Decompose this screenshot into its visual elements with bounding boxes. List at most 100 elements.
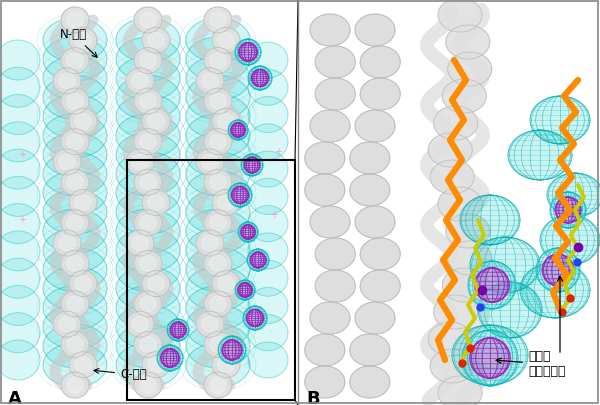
Polygon shape: [446, 214, 490, 248]
Polygon shape: [61, 88, 89, 114]
Polygon shape: [508, 130, 572, 180]
Polygon shape: [232, 186, 248, 204]
Polygon shape: [170, 322, 186, 338]
Polygon shape: [315, 46, 355, 78]
Polygon shape: [0, 67, 40, 107]
Polygon shape: [134, 210, 162, 236]
Polygon shape: [134, 88, 162, 114]
Polygon shape: [74, 32, 91, 48]
Polygon shape: [116, 18, 180, 62]
Polygon shape: [438, 376, 482, 405]
Polygon shape: [186, 209, 250, 253]
Text: B: B: [306, 390, 320, 405]
Polygon shape: [186, 343, 250, 387]
Polygon shape: [248, 315, 288, 351]
Polygon shape: [0, 204, 40, 244]
Polygon shape: [310, 110, 350, 142]
Polygon shape: [196, 311, 224, 337]
Polygon shape: [140, 377, 157, 393]
Polygon shape: [196, 68, 224, 94]
Polygon shape: [69, 190, 97, 215]
Polygon shape: [148, 276, 164, 292]
Polygon shape: [360, 78, 400, 110]
Polygon shape: [134, 291, 162, 317]
Polygon shape: [142, 27, 170, 53]
Polygon shape: [116, 247, 180, 292]
Polygon shape: [186, 18, 250, 62]
Polygon shape: [186, 324, 250, 368]
Polygon shape: [131, 235, 148, 251]
Polygon shape: [0, 122, 40, 162]
Polygon shape: [186, 247, 250, 292]
Polygon shape: [434, 106, 478, 140]
Bar: [127, 160, 295, 400]
Polygon shape: [248, 233, 288, 269]
Polygon shape: [238, 283, 252, 297]
Polygon shape: [0, 340, 40, 380]
Polygon shape: [448, 241, 492, 275]
Polygon shape: [67, 93, 83, 109]
Polygon shape: [452, 325, 528, 385]
Polygon shape: [218, 113, 235, 129]
Polygon shape: [315, 270, 355, 302]
Polygon shape: [251, 69, 269, 87]
Bar: [300, 2, 596, 403]
Polygon shape: [43, 75, 107, 119]
Polygon shape: [430, 349, 474, 383]
Polygon shape: [248, 96, 288, 132]
Polygon shape: [218, 357, 235, 373]
Polygon shape: [209, 175, 226, 190]
Polygon shape: [148, 32, 164, 48]
Polygon shape: [248, 151, 288, 187]
Polygon shape: [53, 149, 81, 175]
Polygon shape: [315, 78, 355, 110]
Polygon shape: [140, 215, 157, 230]
Polygon shape: [438, 0, 482, 32]
Polygon shape: [248, 178, 288, 214]
Polygon shape: [186, 171, 250, 215]
Polygon shape: [212, 352, 240, 378]
Polygon shape: [53, 68, 81, 94]
Polygon shape: [148, 195, 164, 210]
Polygon shape: [186, 75, 250, 119]
Polygon shape: [355, 206, 395, 238]
Polygon shape: [204, 47, 232, 74]
Text: C-末端: C-末端: [94, 368, 146, 381]
Polygon shape: [350, 366, 390, 398]
Polygon shape: [134, 129, 162, 155]
Polygon shape: [212, 109, 240, 134]
Text: N-末端: N-末端: [60, 28, 97, 57]
Polygon shape: [235, 39, 261, 65]
Polygon shape: [241, 225, 255, 239]
Polygon shape: [67, 337, 83, 352]
Polygon shape: [140, 93, 157, 109]
Polygon shape: [0, 258, 40, 298]
Polygon shape: [202, 235, 218, 251]
Polygon shape: [428, 322, 472, 356]
Polygon shape: [116, 266, 180, 311]
Polygon shape: [116, 94, 180, 139]
Polygon shape: [142, 271, 170, 296]
Polygon shape: [204, 129, 232, 155]
Polygon shape: [202, 154, 218, 170]
Polygon shape: [202, 73, 218, 89]
Polygon shape: [59, 316, 76, 332]
Polygon shape: [126, 311, 154, 337]
Polygon shape: [196, 230, 224, 256]
Text: 重原子
界面活性剤: 重原子 界面活性剤: [496, 350, 566, 378]
Polygon shape: [186, 305, 250, 349]
Polygon shape: [446, 25, 490, 59]
Polygon shape: [43, 286, 107, 330]
Polygon shape: [231, 123, 245, 137]
Polygon shape: [186, 133, 250, 177]
Polygon shape: [430, 160, 474, 194]
Polygon shape: [448, 52, 492, 86]
Polygon shape: [350, 334, 390, 366]
Polygon shape: [61, 331, 89, 358]
Polygon shape: [43, 152, 107, 196]
Polygon shape: [209, 296, 226, 312]
Polygon shape: [202, 316, 218, 332]
Polygon shape: [59, 73, 76, 89]
Polygon shape: [67, 377, 83, 393]
Polygon shape: [116, 133, 180, 177]
